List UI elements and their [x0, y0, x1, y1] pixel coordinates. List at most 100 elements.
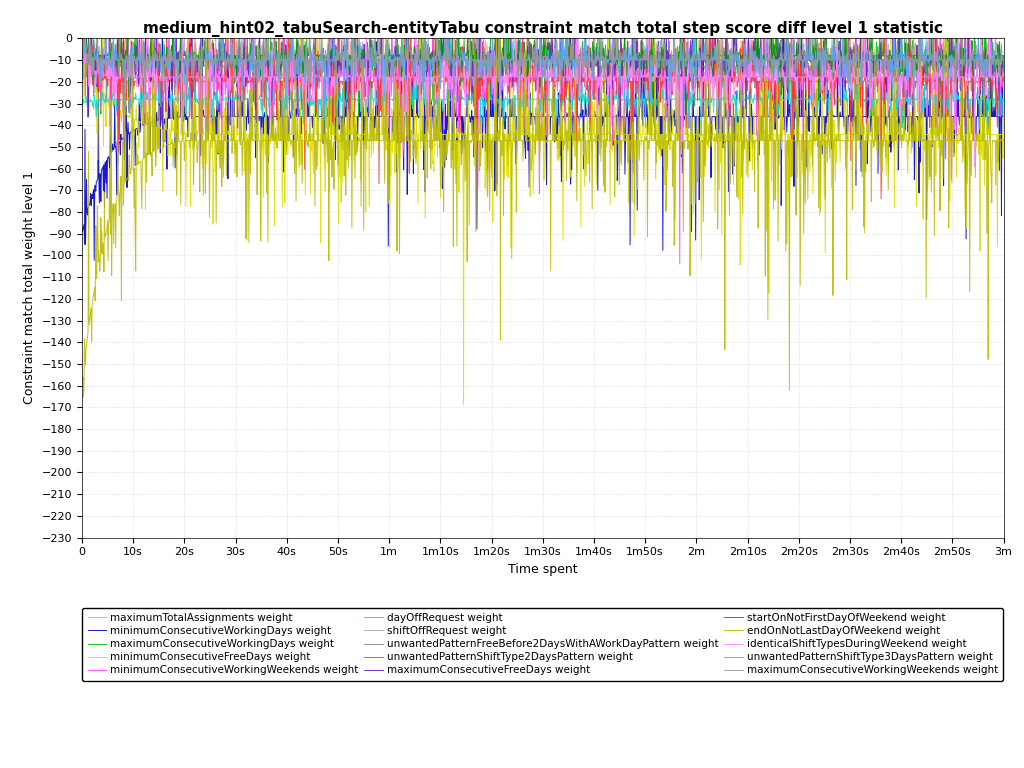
startOnNotFirstDayOfWeekend weight: [129, 40, 141, 49]
maximumConsecutiveWorkingWeekends weight: [706, 55, 718, 65]
maximumConsecutiveFreeDays weight: [76, 70, 88, 79]
maximumConsecutiveFreeDays weight: [997, 68, 1010, 77]
shiftOffRequest weight: [453, 51, 465, 60]
startOnNotFirstDayOfWeekend weight: [997, 51, 1010, 60]
minimumConsecutiveWorkingWeekends weight: [421, 72, 433, 81]
maximumConsecutiveFreeDays weight: [453, 55, 465, 65]
endOnNotLastDayOfWeekend weight: [422, 136, 434, 145]
endOnNotLastDayOfWeekend weight: [706, 120, 718, 129]
minimumConsecutiveWorkingDays weight: [453, 99, 465, 108]
minimumConsecutiveWorkingDays weight: [139, 34, 152, 43]
maximumTotalAssignments weight: [76, 40, 88, 49]
unwantedPatternFreeBefore2DaysWithAWorkDayPattern weight: [76, 45, 88, 54]
shiftOffRequest weight: [129, 40, 141, 49]
unwantedPatternFreeBefore2DaysWithAWorkDayPattern weight: [129, 56, 141, 65]
minimumConsecutiveWorkingWeekends weight: [79, 34, 91, 43]
minimumConsecutiveWorkingDays weight: [706, 112, 718, 121]
unwantedPatternFreeBefore2DaysWithAWorkDayPattern weight: [202, 34, 214, 43]
unwantedPatternShiftType3DaysPattern weight: [273, 78, 286, 87]
unwantedPatternShiftType3DaysPattern weight: [997, 55, 1010, 65]
maximumConsecutiveFreeDays weight: [899, 125, 911, 134]
identicalShiftTypesDuringWeekend weight: [969, 162, 981, 171]
maximumTotalAssignments weight: [78, 34, 90, 43]
minimumConsecutiveFreeDays weight: [452, 130, 464, 139]
maximumConsecutiveWorkingWeekends weight: [77, 34, 89, 43]
unwantedPatternShiftType3DaysPattern weight: [129, 55, 141, 65]
maximumConsecutiveWorkingWeekends weight: [997, 55, 1010, 65]
minimumConsecutiveFreeDays weight: [457, 128, 469, 137]
startOnNotFirstDayOfWeekend weight: [680, 111, 692, 120]
dayOffRequest weight: [457, 92, 469, 101]
unwantedPatternFreeBefore2DaysWithAWorkDayPattern weight: [458, 61, 470, 71]
maximumConsecutiveFreeDays weight: [421, 67, 433, 76]
maximumTotalAssignments weight: [997, 52, 1010, 61]
minimumConsecutiveWorkingWeekends weight: [129, 72, 141, 81]
startOnNotFirstDayOfWeekend weight: [453, 51, 465, 60]
maximumConsecutiveFreeDays weight: [273, 55, 286, 65]
minimumConsecutiveFreeDays weight: [421, 130, 433, 139]
maximumTotalAssignments weight: [656, 127, 669, 137]
maximumConsecutiveFreeDays weight: [129, 55, 141, 65]
identicalShiftTypesDuringWeekend weight: [77, 34, 89, 43]
maximumConsecutiveWorkingWeekends weight: [130, 55, 142, 65]
maximumConsecutiveWorkingDays weight: [273, 55, 286, 65]
Line: maximumTotalAssignments weight: maximumTotalAssignments weight: [82, 38, 1004, 132]
Line: maximumConsecutiveFreeDays weight: maximumConsecutiveFreeDays weight: [82, 38, 1004, 130]
startOnNotFirstDayOfWeekend weight: [421, 49, 433, 58]
Line: minimumConsecutiveFreeDays weight: minimumConsecutiveFreeDays weight: [82, 38, 1004, 405]
unwantedPatternShiftType3DaysPattern weight: [318, 115, 331, 124]
Line: minimumConsecutiveWorkingWeekends weight: minimumConsecutiveWorkingWeekends weight: [82, 38, 1004, 264]
maximumConsecutiveWorkingDays weight: [453, 55, 465, 65]
maximumConsecutiveWorkingWeekends weight: [422, 55, 434, 65]
unwantedPatternFreeBefore2DaysWithAWorkDayPattern weight: [273, 61, 286, 71]
identicalShiftTypesDuringWeekend weight: [129, 71, 141, 80]
Line: shiftOffRequest weight: shiftOffRequest weight: [82, 38, 1004, 101]
unwantedPatternFreeBefore2DaysWithAWorkDayPattern weight: [453, 61, 465, 71]
minimumConsecutiveWorkingDays weight: [458, 144, 470, 153]
Line: unwantedPatternShiftType2DaysPattern weight: unwantedPatternShiftType2DaysPattern wei…: [82, 38, 1004, 199]
unwantedPatternShiftType2DaysPattern weight: [706, 77, 718, 86]
shiftOffRequest weight: [997, 51, 1010, 60]
dayOffRequest weight: [695, 131, 708, 141]
maximumConsecutiveWorkingDays weight: [76, 45, 88, 54]
unwantedPatternShiftType3DaysPattern weight: [422, 39, 434, 48]
maximumTotalAssignments weight: [453, 55, 465, 65]
Line: identicalShiftTypesDuringWeekend weight: identicalShiftTypesDuringWeekend weight: [82, 38, 1004, 167]
endOnNotLastDayOfWeekend weight: [146, 34, 159, 43]
unwantedPatternShiftType2DaysPattern weight: [421, 77, 433, 86]
dayOffRequest weight: [706, 94, 718, 104]
unwantedPatternShiftType2DaysPattern weight: [273, 77, 286, 86]
dayOffRequest weight: [452, 94, 464, 104]
shiftOffRequest weight: [458, 45, 470, 54]
shiftOffRequest weight: [76, 45, 88, 54]
unwantedPatternShiftType2DaysPattern weight: [129, 77, 141, 86]
endOnNotLastDayOfWeekend weight: [458, 136, 470, 145]
startOnNotFirstDayOfWeekend weight: [81, 34, 93, 43]
maximumConsecutiveWorkingDays weight: [321, 124, 333, 133]
unwantedPatternShiftType3DaysPattern weight: [706, 55, 718, 65]
minimumConsecutiveFreeDays weight: [76, 34, 88, 43]
maximumConsecutiveWorkingDays weight: [129, 34, 141, 43]
shiftOffRequest weight: [706, 48, 718, 58]
minimumConsecutiveWorkingDays weight: [88, 256, 100, 265]
maximumConsecutiveWorkingDays weight: [422, 46, 434, 55]
unwantedPatternShiftType2DaysPattern weight: [453, 63, 465, 72]
identicalShiftTypesDuringWeekend weight: [457, 72, 469, 81]
maximumConsecutiveWorkingWeekends weight: [453, 55, 465, 65]
minimumConsecutiveWorkingDays weight: [997, 112, 1010, 121]
minimumConsecutiveFreeDays weight: [997, 77, 1010, 86]
maximumTotalAssignments weight: [421, 39, 433, 48]
minimumConsecutiveWorkingWeekends weight: [457, 72, 469, 81]
maximumTotalAssignments weight: [129, 61, 141, 71]
Line: startOnNotFirstDayOfWeekend weight: startOnNotFirstDayOfWeekend weight: [82, 38, 1004, 115]
maximumConsecutiveFreeDays weight: [457, 55, 469, 65]
maximumConsecutiveWorkingWeekends weight: [273, 55, 286, 65]
Line: minimumConsecutiveWorkingDays weight: minimumConsecutiveWorkingDays weight: [82, 38, 1004, 260]
maximumConsecutiveWorkingDays weight: [706, 46, 718, 55]
unwantedPatternShiftType2DaysPattern weight: [874, 194, 887, 204]
unwantedPatternFreeBefore2DaysWithAWorkDayPattern weight: [330, 112, 342, 121]
dayOffRequest weight: [76, 99, 88, 108]
Line: dayOffRequest weight: dayOffRequest weight: [82, 58, 1004, 136]
minimumConsecutiveFreeDays weight: [129, 114, 141, 124]
unwantedPatternFreeBefore2DaysWithAWorkDayPattern weight: [997, 61, 1010, 71]
